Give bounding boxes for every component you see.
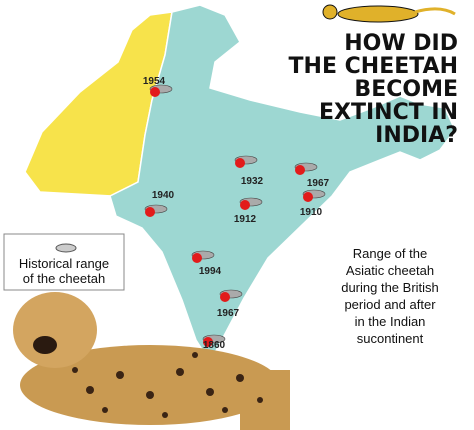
caption-line: sucontinent [357,331,424,346]
caption-line: in the Indian [355,314,426,329]
range-dot [303,192,313,202]
legend-icon [55,243,77,253]
year-label: 1912 [234,214,257,225]
title-line: INDIA? [375,123,458,148]
year-label: 1860 [203,340,226,351]
year-label: 1954 [143,76,166,87]
legend-box [3,233,125,291]
year-label: 1967 [217,308,240,319]
india [109,4,456,364]
range-dot [192,253,202,263]
range-dot [150,87,160,97]
title-line: HOW DID [344,31,458,56]
title-line: BECOME [354,77,458,102]
year-label: 1940 [152,190,175,201]
caption-line: during the British [341,280,439,295]
year-label: 1932 [241,176,264,187]
year-label: 1994 [199,266,222,277]
caption-line: Asiatic cheetah [346,263,434,278]
title-line: EXTINCT IN [319,100,458,125]
year-label: 1910 [300,207,323,218]
legend-frame [3,233,125,291]
range-dot [235,158,245,168]
markers: 1954 1932 1967 1940 1912 1910 1994 1967 1860 [143,76,330,351]
legend-line: of the cheetah [23,271,105,286]
caption: Range of the Asiatic cheetah during the Br… [341,246,439,346]
range-dot [220,292,230,302]
legend-line: Historical range [19,256,109,271]
caption-line: period and after [344,297,436,312]
cheetah-photo [13,292,290,430]
range-dot [203,337,213,347]
caption-line: Range of the [353,246,427,261]
year-label: 1967 [307,178,330,189]
range-dot [145,207,155,217]
range-dot [240,200,250,210]
range-dot [295,165,305,175]
small-cheetah-icon [322,4,456,23]
title-line: THE CHEETAH [289,54,458,79]
